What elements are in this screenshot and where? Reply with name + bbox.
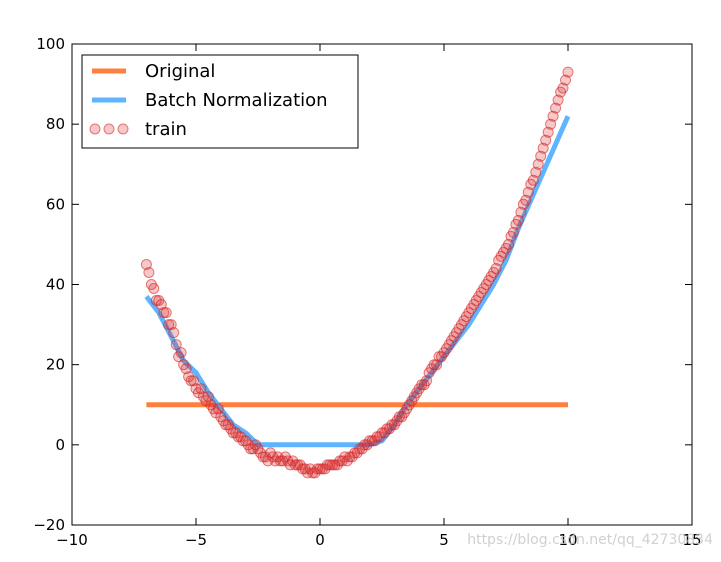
scatter-point [170, 339, 182, 351]
scatter-point [175, 347, 187, 359]
y-tick-label: 40 [46, 276, 65, 294]
legend: Original Batch Normalization train [81, 54, 359, 149]
legend-label: Original [145, 61, 215, 82]
scatter-point [562, 66, 574, 78]
scatter-point [195, 383, 207, 395]
axis-ticks: −10 −5 0 5 10 15 −20 0 20 40 60 80 100 [33, 35, 701, 549]
scatter-point [512, 214, 524, 226]
watermark: https://blog.csdn.net/qq_42730834 [467, 532, 713, 548]
scatter-point [160, 307, 172, 319]
legend-label: train [145, 119, 187, 140]
scatter-point [202, 391, 214, 403]
scatter-point [428, 359, 440, 371]
y-tick-label: 60 [46, 195, 65, 213]
scatter-point [490, 263, 502, 274]
legend-swatch-marker [89, 123, 101, 135]
y-tick-label: 20 [46, 356, 65, 374]
x-tick-label: 5 [439, 531, 449, 549]
legend-label: Batch Normalization [145, 90, 328, 111]
series-line-batch-normalization [144, 115, 571, 448]
scatter-point [185, 375, 197, 387]
scatter-point [542, 126, 554, 138]
scatter-point [163, 319, 175, 331]
x-tick-label: 0 [315, 531, 325, 549]
scatter-point [148, 283, 160, 294]
x-tick-label: −5 [185, 531, 207, 549]
scatter-point [431, 359, 443, 371]
scatter-point [168, 327, 180, 339]
legend-box [81, 54, 359, 149]
scatter-point [158, 307, 170, 319]
scatter-point [530, 166, 542, 178]
y-tick-label: 0 [55, 436, 65, 454]
scatter-point [143, 267, 155, 278]
y-tick-label: 100 [36, 35, 65, 53]
legend-swatch-marker [103, 123, 115, 135]
x-tick-label: 10 [558, 531, 577, 549]
legend-swatch-marker [117, 123, 129, 135]
y-tick-label: 80 [46, 115, 65, 133]
x-tick-label: −10 [56, 531, 88, 549]
scatter-point [547, 110, 559, 122]
scatter-point [155, 299, 167, 310]
y-tick-label: −20 [33, 516, 65, 534]
scatter-point [532, 158, 544, 170]
x-tick-label: 15 [682, 531, 701, 549]
plot-area [140, 66, 574, 479]
